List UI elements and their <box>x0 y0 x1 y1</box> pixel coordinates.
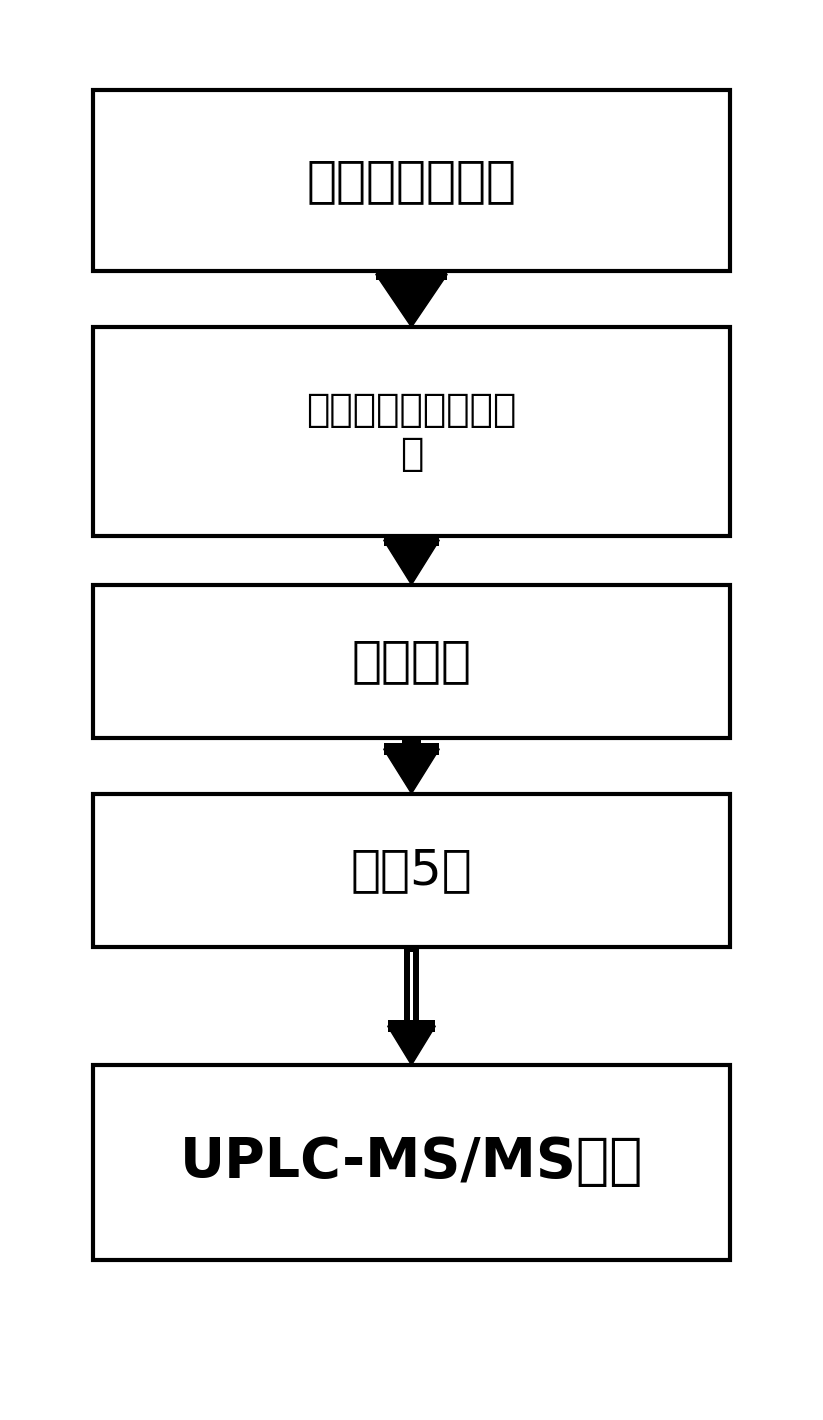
Text: 加入萸取液，超声萸
取: 加入萸取液，超声萸 取 <box>306 391 517 473</box>
Bar <box>94 1065 729 1260</box>
Polygon shape <box>388 1027 435 1065</box>
Bar <box>384 534 439 545</box>
Bar <box>417 271 423 274</box>
Bar <box>403 947 410 1027</box>
Bar <box>402 535 421 541</box>
Polygon shape <box>376 274 447 327</box>
Bar <box>384 744 439 754</box>
Polygon shape <box>384 540 439 585</box>
Bar <box>413 947 420 1027</box>
Bar <box>415 738 421 748</box>
Bar <box>388 1021 435 1031</box>
Text: 稀释5倍: 稀释5倍 <box>351 846 472 895</box>
Text: UPLC-MS/MS分析: UPLC-MS/MS分析 <box>179 1136 644 1190</box>
Bar <box>94 794 729 947</box>
Bar <box>402 738 421 744</box>
Bar <box>402 535 408 540</box>
Polygon shape <box>384 748 439 794</box>
Text: 样品剪碎，称重: 样品剪碎，称重 <box>306 158 517 204</box>
Bar <box>376 268 447 280</box>
Bar <box>94 327 729 535</box>
Bar <box>402 738 408 748</box>
Text: 离心过滤: 离心过滤 <box>351 638 472 686</box>
Bar <box>94 91 729 271</box>
Bar <box>94 585 729 738</box>
Bar <box>400 271 406 274</box>
Bar <box>415 535 421 540</box>
Bar <box>400 271 423 277</box>
Bar <box>403 947 420 953</box>
